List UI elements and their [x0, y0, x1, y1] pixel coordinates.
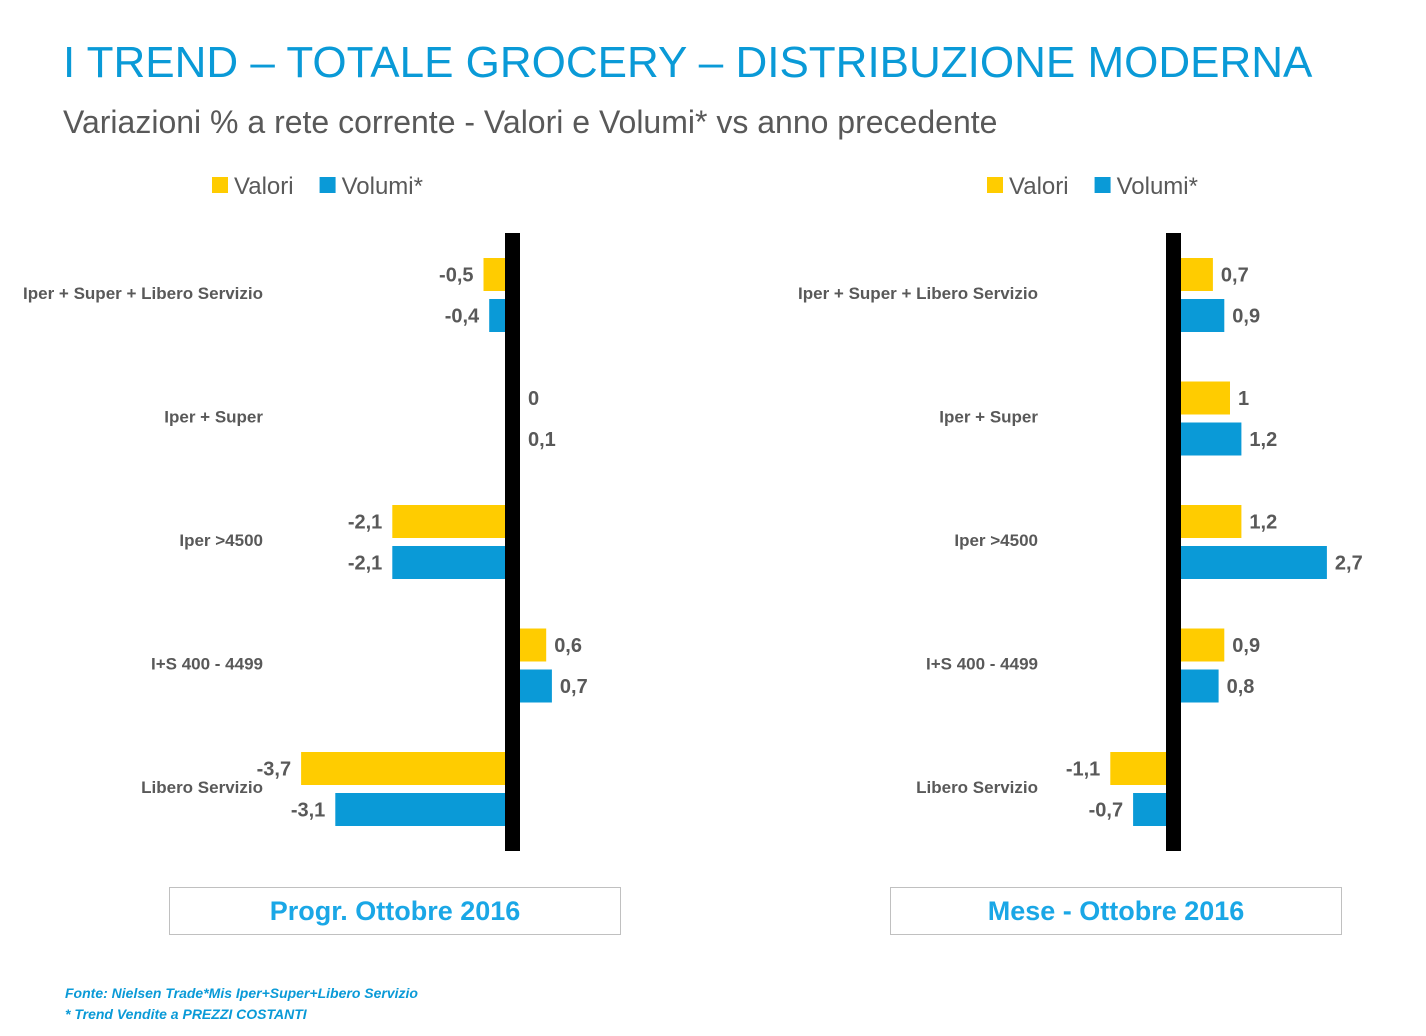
category-label: Iper >4500: [179, 531, 263, 550]
data-label: 2,7: [1335, 553, 1363, 575]
bar-valori: [1173, 628, 1225, 662]
legend-swatch-valori: [987, 177, 1003, 193]
data-label: 0,1: [528, 429, 556, 451]
category-label: Iper >4500: [954, 531, 1038, 550]
bar-volumi: [392, 546, 512, 579]
chart-caption-right: Mese - Ottobre 2016: [890, 887, 1342, 935]
legend-label-volumi: Volumi*: [1117, 173, 1198, 200]
data-label: 0,7: [560, 676, 588, 698]
data-label: 0: [528, 388, 539, 410]
legend-label-valori: Valori: [1009, 173, 1069, 200]
bar-volumi: [1173, 422, 1242, 456]
data-label: -3,1: [291, 800, 325, 822]
zero-axis-right: [1166, 233, 1181, 851]
bar-volumi: [1173, 299, 1225, 332]
category-label: I+S 400 - 4499: [926, 655, 1038, 674]
bar-valori: [1173, 381, 1230, 415]
bar-valori: [301, 752, 512, 785]
bar-valori: [1173, 505, 1242, 538]
category-label: Iper + Super: [164, 408, 263, 427]
data-label: 0,6: [554, 635, 582, 657]
data-label: -1,1: [1066, 759, 1100, 781]
page-subtitle: Variazioni % a rete corrente - Valori e …: [63, 104, 998, 140]
category-label: Iper + Super: [939, 408, 1038, 427]
bar-valori: [392, 505, 512, 538]
bar-volumi: [335, 793, 512, 826]
category-label: Iper + Super + Libero Servizio: [798, 284, 1038, 303]
category-label: Libero Servizio: [141, 778, 263, 797]
bar-volumi: [1173, 546, 1327, 579]
data-label: 1: [1238, 388, 1249, 410]
data-label: -0,7: [1089, 800, 1123, 822]
legend-label-valori: Valori: [234, 173, 294, 200]
page-title: I TREND – TOTALE GROCERY – DISTRIBUZIONE…: [63, 38, 1313, 87]
data-label: 0,9: [1232, 635, 1260, 657]
data-label: -0,5: [439, 265, 473, 287]
data-label: 0,9: [1232, 306, 1260, 328]
data-label: 1,2: [1249, 429, 1277, 451]
data-label: -0,4: [445, 306, 480, 328]
category-label: I+S 400 - 4499: [151, 655, 263, 674]
zero-axis-left: [505, 233, 520, 851]
legend-swatch-volumi: [319, 177, 336, 193]
category-label: Iper + Super + Libero Servizio: [23, 284, 263, 303]
data-label: 0,8: [1227, 676, 1255, 698]
category-label: Libero Servizio: [916, 778, 1038, 797]
data-label: -2,1: [348, 512, 382, 534]
data-label: 0,7: [1221, 265, 1249, 287]
data-label: -3,7: [257, 759, 291, 781]
bar-valori: [1110, 752, 1173, 785]
footer-source: Fonte: Nielsen Trade*Mis Iper+Super+Libe…: [65, 985, 418, 1001]
data-label: 1,2: [1249, 512, 1277, 534]
data-label: -2,1: [348, 553, 382, 575]
legend-swatch-volumi: [1094, 177, 1111, 193]
legend-label-volumi: Volumi*: [342, 173, 423, 200]
footer-note: * Trend Vendite a PREZZI COSTANTI: [65, 1006, 307, 1022]
chart-caption-left: Progr. Ottobre 2016: [169, 887, 621, 935]
legend-swatch-valori: [212, 177, 228, 193]
